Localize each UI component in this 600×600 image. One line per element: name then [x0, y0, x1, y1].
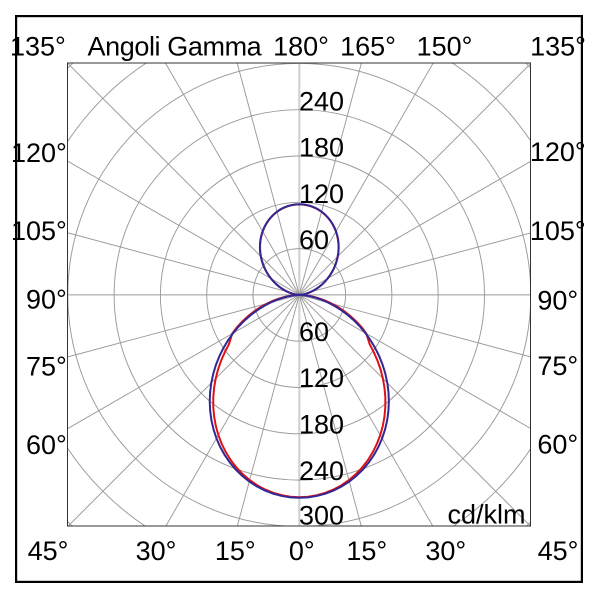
svg-text:180°: 180° [273, 32, 329, 62]
svg-text:75°: 75° [26, 352, 67, 382]
svg-text:0°: 0° [289, 536, 315, 566]
svg-text:105°: 105° [530, 216, 586, 246]
svg-text:60°: 60° [26, 430, 67, 460]
svg-text:15°: 15° [346, 536, 387, 566]
svg-text:240: 240 [299, 86, 344, 116]
svg-text:30°: 30° [425, 536, 466, 566]
svg-text:240: 240 [299, 456, 344, 486]
svg-text:165°: 165° [340, 32, 396, 62]
svg-text:150°: 150° [417, 32, 473, 62]
svg-text:135°: 135° [10, 32, 66, 62]
svg-text:180: 180 [299, 133, 344, 163]
svg-text:120°: 120° [530, 137, 586, 167]
svg-text:60°: 60° [537, 430, 578, 460]
svg-text:180: 180 [299, 409, 344, 439]
svg-text:120: 120 [299, 363, 344, 393]
svg-text:30°: 30° [136, 536, 177, 566]
svg-text:Angoli Gamma: Angoli Gamma [88, 32, 263, 62]
svg-text:120: 120 [299, 179, 344, 209]
svg-text:75°: 75° [537, 351, 578, 381]
svg-text:135°: 135° [530, 32, 586, 62]
svg-text:60: 60 [299, 225, 329, 255]
svg-text:cd/klm: cd/klm [447, 500, 525, 530]
svg-text:90°: 90° [537, 286, 578, 316]
svg-text:15°: 15° [215, 536, 256, 566]
svg-text:120°: 120° [11, 138, 67, 168]
svg-text:60: 60 [299, 317, 329, 347]
svg-text:90°: 90° [26, 285, 67, 315]
svg-text:105°: 105° [11, 216, 67, 246]
svg-text:45°: 45° [538, 536, 579, 566]
svg-text:300: 300 [299, 501, 344, 531]
svg-text:45°: 45° [28, 536, 69, 566]
